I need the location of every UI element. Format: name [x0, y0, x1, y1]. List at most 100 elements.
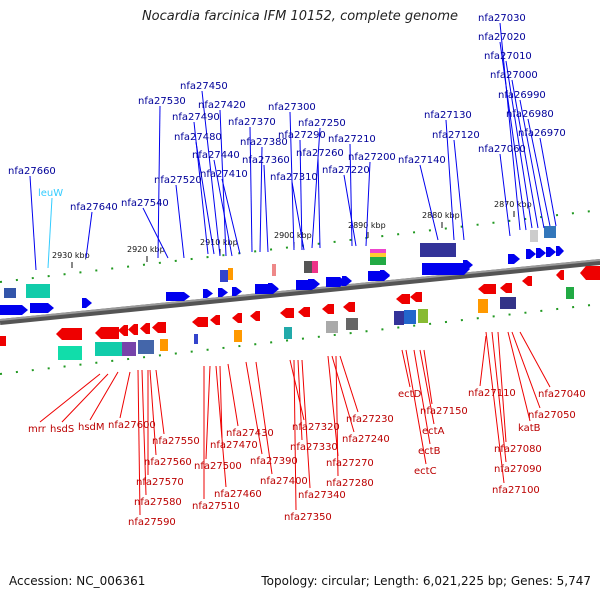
- reverse-label-leader: [423, 349, 433, 405]
- forward-label-leader: [142, 207, 169, 259]
- reverse-label-leader: [419, 349, 435, 425]
- forward-gene-arrow: [82, 298, 92, 308]
- domain-box: [500, 297, 516, 309]
- domain-box: [346, 318, 358, 330]
- forward-label-leader: [291, 181, 305, 251]
- forward-gene-arrow: [546, 247, 556, 257]
- forward-gene-label: nfa26980: [506, 109, 554, 120]
- forward-gene-arrow: [30, 303, 54, 313]
- forward-label-leader: [175, 184, 185, 259]
- forward-label-leader: [343, 174, 357, 247]
- reverse-gene-arrow: [280, 308, 294, 318]
- domain-box: [95, 342, 123, 356]
- reverse-gene-label: nfa27570: [136, 477, 184, 488]
- genome-summary-text: Topology: circular; Length: 6,021,225 bp…: [261, 574, 591, 588]
- reverse-gene-label: nfa27350: [284, 512, 332, 523]
- domain-box: [138, 340, 154, 354]
- domain-box: [370, 257, 386, 265]
- reverse-label-leader: [507, 331, 531, 422]
- reverse-gene-label: nfa27340: [298, 490, 346, 501]
- forward-gene-label: nfa27020: [478, 32, 526, 43]
- reverse-label-leader: [327, 355, 339, 457]
- domain-box: [220, 270, 228, 282]
- reverse-label-leader: [89, 371, 119, 421]
- reverse-label-leader: [297, 359, 303, 441]
- forward-label-leader: [349, 143, 353, 247]
- forward-label-leader: [289, 111, 295, 251]
- reverse-label-leader: [137, 369, 141, 516]
- forward-gene-label: nfa27300: [268, 102, 316, 113]
- reverse-gene-arrow: [210, 315, 220, 325]
- scale-tick-label: 2870 kbp: [494, 200, 532, 209]
- forward-gene-label: nfa27030: [478, 13, 526, 24]
- forward-gene-label: nfa27210: [328, 134, 376, 145]
- reverse-label-leader: [61, 373, 109, 423]
- reverse-gene-label: ectC: [414, 466, 437, 477]
- forward-gene-label: nfa27420: [198, 100, 246, 111]
- reverse-gene-labels: mrr hsdS hsdM nfa27600nfa27550nfa27560nfa27…: [28, 388, 586, 528]
- forward-gene-label: nfa27220: [322, 165, 370, 176]
- forward-gene-label: nfa27490: [172, 112, 220, 123]
- reverse-gene-arrow: [556, 270, 564, 280]
- reverse-gene-label: nfa27460: [214, 489, 262, 500]
- reverse-label-leader: [479, 335, 487, 387]
- forward-gene-label: nfa27310: [270, 172, 318, 183]
- reverse-gene-label: ectB: [418, 446, 441, 457]
- reverse-gene-label: nfa27040: [538, 389, 586, 400]
- reverse-label-leader: [491, 331, 507, 463]
- reverse-gene-label: nfa27230: [346, 414, 394, 425]
- reverse-gene-label: nfa27400: [260, 476, 308, 487]
- reverse-gene-arrow: [500, 283, 512, 293]
- reverse-label-leader: [405, 349, 427, 465]
- forward-label-leader: [505, 60, 533, 229]
- forward-gene-arrow: [308, 279, 320, 289]
- forward-label-leader: [365, 161, 371, 247]
- reverse-gene-label: nfa27240: [342, 434, 390, 445]
- domain-box: [566, 287, 574, 299]
- forward-gene-label: nfa27410: [200, 169, 248, 180]
- reverse-gene-label: nfa27050: [528, 410, 576, 421]
- reverse-gene-label: nfa27280: [326, 478, 374, 489]
- scale-tick-label: 2900 kbp: [274, 231, 312, 240]
- reverse-label-lines: [39, 331, 551, 516]
- forward-label-leader: [299, 139, 303, 251]
- reverse-gene-label: nfa27390: [250, 456, 298, 467]
- domain-box: [194, 334, 198, 344]
- reverse-gene-arrow: [396, 294, 410, 304]
- scale-tick-label: 2930 kbp: [52, 251, 90, 260]
- forward-gene-arrow: [203, 289, 213, 298]
- domain-box: [544, 226, 556, 238]
- reverse-label-leader: [227, 363, 239, 427]
- forward-gene-label: nfa27200: [348, 152, 396, 163]
- forward-gene-arrow: [422, 263, 470, 275]
- forward-label-leader: [263, 164, 269, 253]
- reverse-gene-label: nfa27430: [226, 428, 274, 439]
- forward-gene-arrow: [536, 248, 546, 258]
- domain-box: [284, 327, 292, 339]
- forward-label-leader: [445, 119, 455, 241]
- reverse-gene-label: hsdM: [78, 422, 105, 433]
- forward-gene-arrow: [508, 254, 520, 264]
- forward-label-leader: [221, 178, 241, 255]
- scale-tick-label: 2880 kbp: [422, 211, 460, 220]
- reverse-gene-label: nfa27510: [192, 501, 240, 512]
- reverse-label-leader: [339, 355, 359, 413]
- forward-gene-arrow: [180, 292, 190, 301]
- reverse-label-leader: [205, 365, 211, 460]
- reverse-gene-arrow: [95, 327, 119, 339]
- forward-gene-label: nfa27660: [8, 166, 56, 177]
- forward-label-leader: [195, 141, 215, 255]
- forward-gene-label: nfa27010: [484, 51, 532, 62]
- domain-box: [370, 253, 386, 257]
- forward-label-leader: [527, 118, 551, 227]
- forward-label-leader: [499, 153, 511, 237]
- reverse-gene-arrow: [152, 322, 166, 333]
- trna-gene-label: leuW: [38, 188, 63, 199]
- reverse-label-leader: [413, 349, 431, 445]
- reverse-gene-label: nfa27100: [492, 485, 540, 496]
- domain-box: [4, 288, 16, 298]
- gene-features: [0, 226, 600, 360]
- reverse-label-leader: [155, 369, 165, 435]
- forward-label-leader: [317, 157, 321, 249]
- forward-label-leader: [519, 99, 545, 229]
